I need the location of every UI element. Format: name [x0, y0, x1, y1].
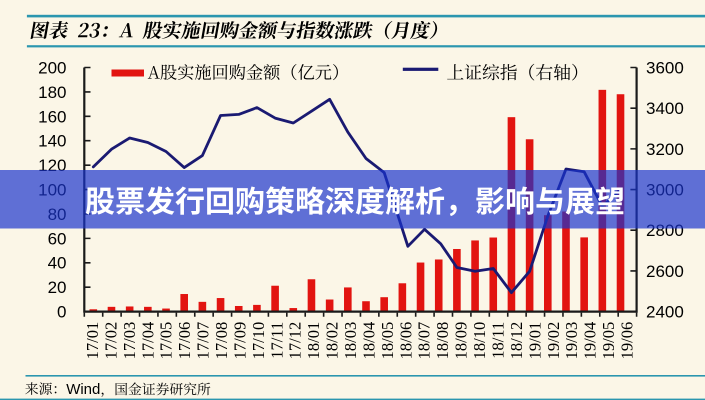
svg-text:18/01: 18/01	[304, 322, 323, 360]
svg-text:19/02: 19/02	[544, 322, 563, 360]
svg-text:18/09: 18/09	[452, 322, 471, 360]
svg-text:17/07: 17/07	[194, 322, 213, 360]
svg-text:200: 200	[38, 58, 66, 77]
svg-text:2600: 2600	[646, 262, 684, 281]
svg-text:60: 60	[48, 229, 67, 248]
svg-text:19/04: 19/04	[581, 322, 600, 360]
svg-text:18/05: 18/05	[378, 322, 397, 360]
svg-text:17/01: 17/01	[83, 322, 102, 360]
svg-text:17/06: 17/06	[175, 322, 194, 360]
svg-text:17/03: 17/03	[120, 322, 139, 360]
svg-text:160: 160	[38, 107, 66, 126]
svg-text:19/03: 19/03	[562, 322, 581, 360]
svg-text:17/11: 17/11	[267, 322, 286, 359]
svg-text:19/06: 19/06	[617, 322, 636, 360]
svg-text:18/02: 18/02	[323, 322, 342, 360]
svg-text:17/12: 17/12	[286, 322, 305, 360]
svg-text:17/10: 17/10	[249, 322, 268, 360]
svg-text:17/05: 17/05	[157, 322, 176, 360]
svg-text:Wind: Wind	[66, 381, 100, 398]
svg-text:18/03: 18/03	[341, 322, 360, 360]
svg-text:3400: 3400	[646, 99, 684, 118]
svg-text:17/02: 17/02	[101, 322, 120, 360]
svg-text:2400: 2400	[646, 303, 684, 322]
svg-text:19/01: 19/01	[525, 322, 544, 360]
svg-text:140: 140	[38, 132, 66, 151]
svg-text:18/10: 18/10	[470, 322, 489, 360]
svg-text:40: 40	[48, 254, 67, 273]
svg-text:20: 20	[48, 278, 67, 297]
svg-text:18/11: 18/11	[488, 322, 507, 359]
svg-text:18/07: 18/07	[415, 322, 434, 360]
svg-text:19/05: 19/05	[599, 322, 618, 360]
svg-text:18/06: 18/06	[396, 322, 415, 360]
svg-text:18/04: 18/04	[359, 322, 378, 360]
svg-text:17/08: 17/08	[212, 322, 231, 360]
svg-text:3200: 3200	[646, 140, 684, 159]
svg-text:17/04: 17/04	[138, 322, 157, 360]
svg-text:0: 0	[57, 303, 66, 322]
svg-text:3600: 3600	[646, 58, 684, 77]
svg-text:18/08: 18/08	[433, 322, 452, 360]
svg-text:17/09: 17/09	[230, 322, 249, 360]
svg-text:18/12: 18/12	[507, 322, 526, 360]
svg-text:180: 180	[38, 83, 66, 102]
